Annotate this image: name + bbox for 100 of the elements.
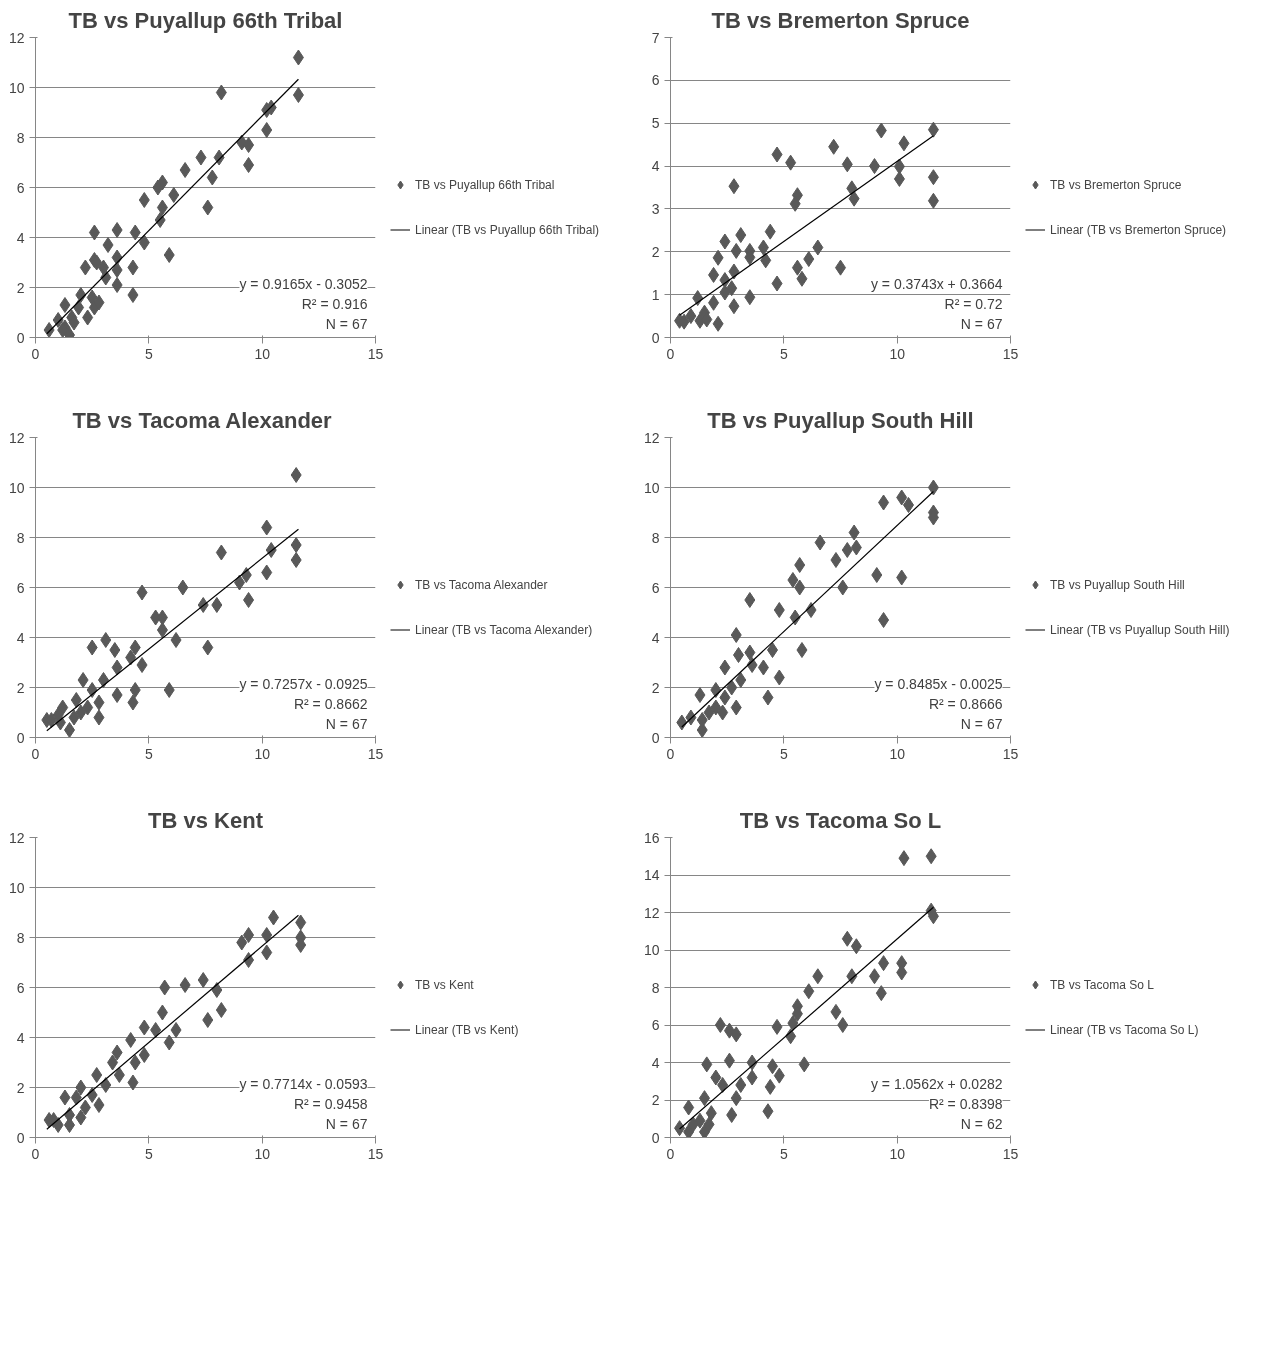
y-tick-label: 6 (651, 579, 660, 596)
y-tick-label: 6 (651, 1017, 660, 1033)
x-tick-label: 0 (666, 345, 675, 362)
legend-label: Linear (TB vs Bremerton Spruce) (1050, 222, 1227, 236)
chart-title: TB vs Tacoma Alexander (72, 407, 333, 433)
x-tick-label: 0 (666, 745, 675, 762)
x-tick-label: 15 (367, 1145, 384, 1162)
y-tick-label: 0 (16, 1129, 25, 1146)
x-tick-label: 0 (31, 745, 40, 762)
y-tick-label: 3 (651, 200, 660, 217)
y-tick-label: 8 (651, 979, 660, 996)
y-tick-label: 6 (16, 179, 25, 196)
y-tick-label: 10 (643, 479, 660, 496)
y-tick-label: 8 (16, 929, 25, 946)
annotation: y = 0.8485x - 0.0025 (874, 675, 1003, 692)
annotation: R² = 0.8666 (928, 695, 1003, 712)
x-tick-label: 10 (254, 1145, 271, 1162)
legend-label: TB vs Kent (415, 977, 474, 991)
annotation: N = 67 (325, 1115, 368, 1132)
y-tick-label: 5 (651, 115, 660, 132)
x-tick-label: 5 (144, 745, 153, 762)
x-tick-label: 15 (1002, 1145, 1019, 1162)
x-tick-label: 15 (1002, 345, 1019, 362)
y-tick-label: 7 (651, 29, 660, 46)
y-tick-label: 0 (651, 1129, 660, 1146)
x-tick-label: 10 (889, 345, 906, 362)
x-tick-label: 5 (144, 1145, 153, 1162)
y-tick-label: 6 (16, 979, 25, 996)
legend-label: Linear (TB vs Kent) (415, 1022, 519, 1036)
y-tick-label: 10 (8, 879, 25, 896)
annotation: y = 0.3743x + 0.3664 (870, 275, 1003, 292)
annotation: y = 0.7714x - 0.0593 (239, 1075, 368, 1092)
y-tick-label: 10 (643, 942, 660, 958)
annotation: R² = 0.9458 (293, 1095, 368, 1112)
y-tick-label: 4 (16, 1029, 25, 1046)
x-tick-label: 0 (31, 1145, 40, 1162)
annotation: R² = 0.8662 (293, 695, 368, 712)
y-tick-label: 2 (16, 1079, 25, 1096)
y-tick-label: 0 (16, 729, 25, 746)
y-tick-label: 4 (16, 229, 25, 246)
x-tick-label: 10 (889, 1145, 906, 1162)
y-tick-label: 8 (16, 529, 25, 546)
annotation: y = 0.9165x - 0.3052 (239, 275, 368, 292)
annotation: N = 67 (325, 315, 368, 332)
y-tick-label: 2 (651, 679, 660, 696)
x-tick-label: 10 (254, 345, 271, 362)
annotation: N = 67 (960, 715, 1003, 732)
y-tick-label: 1 (651, 286, 660, 303)
x-tick-label: 15 (1002, 745, 1019, 762)
y-tick-label: 8 (651, 529, 660, 546)
y-tick-label: 0 (651, 329, 660, 346)
x-tick-label: 0 (31, 345, 40, 362)
y-tick-label: 12 (643, 429, 660, 446)
legend-label: Linear (TB vs Puyallup South Hill) (1050, 622, 1230, 636)
y-tick-label: 2 (651, 243, 660, 260)
y-tick-label: 2 (16, 679, 25, 696)
y-tick-label: 4 (651, 158, 660, 175)
legend-label: TB vs Tacoma Alexander (415, 577, 548, 591)
y-tick-label: 2 (651, 1092, 660, 1108)
x-tick-label: 10 (889, 745, 906, 762)
y-tick-label: 6 (16, 579, 25, 596)
y-tick-label: 8 (16, 129, 25, 146)
y-tick-label: 12 (8, 29, 25, 46)
y-tick-label: 10 (8, 79, 25, 96)
y-tick-label: 12 (8, 829, 25, 846)
legend-label: Linear (TB vs Tacoma Alexander) (415, 622, 593, 636)
chart-title: TB vs Puyallup South Hill (707, 407, 974, 433)
y-tick-label: 12 (8, 429, 25, 446)
chart-title: TB vs Kent (148, 807, 264, 833)
chart-title: TB vs Bremerton Spruce (711, 7, 970, 33)
legend-label: TB vs Tacoma So L (1050, 977, 1154, 991)
annotation: R² = 0.8398 (928, 1095, 1003, 1112)
x-tick-label: 5 (779, 345, 788, 362)
x-tick-label: 5 (779, 1145, 788, 1162)
annotation: N = 62 (960, 1115, 1003, 1132)
legend-label: TB vs Bremerton Spruce (1050, 177, 1182, 191)
legend-label: TB vs Puyallup 66th Tribal (415, 177, 555, 191)
x-tick-label: 15 (367, 745, 384, 762)
chart-title: TB vs Tacoma So L (739, 807, 942, 833)
y-tick-label: 16 (643, 829, 660, 846)
x-tick-label: 5 (144, 345, 153, 362)
annotation: R² = 0.72 (944, 295, 1003, 312)
y-tick-label: 14 (643, 867, 660, 883)
y-tick-label: 4 (651, 629, 660, 646)
y-tick-label: 0 (16, 329, 25, 346)
chart-title: TB vs Puyallup 66th Tribal (68, 7, 343, 33)
y-tick-label: 12 (643, 904, 660, 921)
x-tick-label: 5 (779, 745, 788, 762)
y-tick-label: 2 (16, 279, 25, 296)
y-tick-label: 4 (16, 629, 25, 646)
x-tick-label: 0 (666, 1145, 675, 1162)
annotation: y = 1.0562x + 0.0282 (870, 1075, 1003, 1092)
y-tick-label: 4 (651, 1054, 660, 1071)
legend-label: Linear (TB vs Tacoma So L) (1050, 1022, 1199, 1036)
legend-label: TB vs Puyallup South Hill (1050, 577, 1185, 591)
y-tick-label: 10 (8, 479, 25, 496)
annotation: R² = 0.916 (301, 295, 368, 312)
legend-label: Linear (TB vs Puyallup 66th Tribal) (415, 222, 600, 236)
x-tick-label: 15 (367, 345, 384, 362)
annotation: N = 67 (960, 315, 1003, 332)
